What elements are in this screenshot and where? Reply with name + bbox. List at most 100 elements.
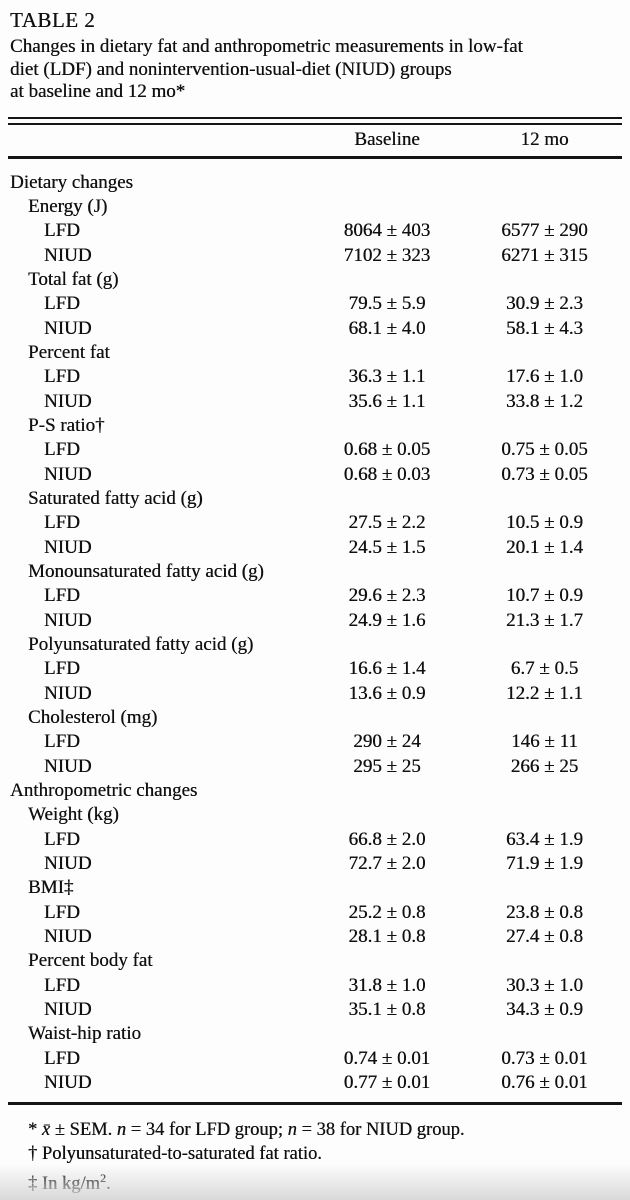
table-row: LFD 31.8 ± 1.0 30.3 ± 1.0 bbox=[8, 974, 622, 998]
table-number-label: TABLE 2 bbox=[10, 8, 96, 32]
rule-line bbox=[8, 122, 622, 125]
row-label: Saturated fatty acid (g) bbox=[28, 488, 203, 510]
row-12mo-value bbox=[467, 268, 622, 292]
row-baseline-value: 0.68 ± 0.03 bbox=[343, 463, 431, 485]
row-label: Waist-hip ratio bbox=[28, 1023, 141, 1045]
table-row: LFD 8064 ± 403 6577 ± 290 bbox=[8, 219, 622, 243]
row-baseline-value bbox=[307, 633, 467, 657]
row-baseline-value: 72.7 ± 2.0 bbox=[348, 852, 426, 874]
row-12mo-value: 20.1 ± 1.4 bbox=[506, 536, 583, 558]
row-12mo-value bbox=[467, 779, 622, 803]
row-12mo-value bbox=[467, 876, 622, 900]
row-label: Anthropometric changes bbox=[10, 779, 198, 801]
row-baseline-value: 0.77 ± 0.01 bbox=[343, 1071, 431, 1093]
row-label: Cholesterol (mg) bbox=[28, 707, 158, 728]
row-baseline-value bbox=[307, 268, 467, 292]
row-label: LFD bbox=[44, 366, 80, 388]
table-row: LFD 25.2 ± 0.8 23.8 ± 0.8 bbox=[8, 901, 622, 925]
table-row: LFD 27.5 ± 2.2 10.5 ± 0.9 bbox=[8, 511, 622, 535]
footnote-line: ‡ In kg/m2. bbox=[28, 1171, 111, 1195]
row-baseline-value: 66.8 ± 2.0 bbox=[348, 828, 426, 850]
footnote-line: * x̄ ± SEM. n = 34 for LFD group; n = 38… bbox=[28, 1120, 465, 1141]
row-12mo-value: 10.5 ± 0.9 bbox=[506, 512, 583, 534]
row-12mo-value: 27.4 ± 0.8 bbox=[506, 925, 583, 947]
row-label: NIUD bbox=[44, 852, 92, 874]
row-label: NIUD bbox=[44, 536, 92, 558]
row-baseline-value bbox=[307, 706, 467, 730]
row-12mo-value: 6271 ± 315 bbox=[501, 244, 588, 266]
table-row: LFD 0.74 ± 0.01 0.73 ± 0.01 bbox=[8, 1047, 622, 1071]
table-row: LFD 79.5 ± 5.9 30.9 ± 2.3 bbox=[8, 292, 622, 316]
row-12mo-value bbox=[467, 560, 622, 584]
row-12mo-value bbox=[467, 1022, 622, 1046]
table-row: NIUD 13.6 ± 0.9 12.2 ± 1.1 bbox=[8, 682, 622, 706]
row-baseline-value bbox=[307, 1022, 467, 1046]
row-baseline-value: 290 ± 24 bbox=[353, 731, 421, 753]
table-row: P-S ratio† bbox=[8, 414, 622, 438]
row-label: NIUD bbox=[44, 682, 92, 704]
row-baseline-value bbox=[307, 414, 467, 438]
row-label: LFD bbox=[44, 974, 80, 996]
row-label: Percent fat bbox=[28, 342, 110, 364]
row-baseline-value bbox=[307, 171, 467, 195]
row-baseline-value: 16.6 ± 1.4 bbox=[348, 658, 426, 680]
row-label: Dietary changes bbox=[10, 171, 133, 193]
row-label: NIUD bbox=[44, 925, 92, 947]
table-row: Polyunsaturated fatty acid (g) bbox=[8, 633, 622, 657]
row-baseline-value bbox=[307, 487, 467, 511]
row-baseline-value: 31.8 ± 1.0 bbox=[348, 974, 426, 996]
row-12mo-value bbox=[467, 949, 622, 973]
row-baseline-value: 79.5 ± 5.9 bbox=[348, 293, 426, 315]
row-12mo-value bbox=[467, 195, 622, 219]
row-baseline-value bbox=[307, 803, 467, 827]
table-row: Cholesterol (mg) bbox=[8, 706, 622, 730]
row-baseline-value: 28.1 ± 0.8 bbox=[348, 925, 426, 947]
row-baseline-value: 35.1 ± 0.8 bbox=[348, 998, 426, 1020]
table-row: NIUD 35.6 ± 1.1 33.8 ± 1.2 bbox=[8, 390, 622, 414]
row-12mo-value bbox=[467, 487, 622, 511]
table-row: NIUD 24.5 ± 1.5 20.1 ± 1.4 bbox=[8, 536, 622, 560]
row-label: NIUD bbox=[44, 390, 92, 412]
table-row: Monounsaturated fatty acid (g) bbox=[8, 560, 622, 584]
table-row: Percent body fat bbox=[8, 949, 622, 973]
table-body: Dietary changes Energy (J) LFD 8064 ± 40… bbox=[8, 159, 622, 1102]
table-row: BMI‡ bbox=[8, 876, 622, 900]
row-baseline-value: 25.2 ± 0.8 bbox=[348, 901, 426, 923]
row-label: Weight (kg) bbox=[28, 804, 119, 826]
row-label: Total fat (g) bbox=[28, 269, 119, 291]
row-12mo-value: 0.76 ± 0.01 bbox=[501, 1071, 588, 1093]
row-12mo-value: 6577 ± 290 bbox=[501, 220, 588, 242]
row-label: LFD bbox=[44, 1047, 80, 1069]
table-row: Saturated fatty acid (g) bbox=[8, 487, 622, 511]
table-row: NIUD 35.1 ± 0.8 34.3 ± 0.9 bbox=[8, 998, 622, 1022]
column-header-row: Baseline 12 mo bbox=[8, 125, 622, 156]
table-row: LFD 0.68 ± 0.05 0.75 ± 0.05 bbox=[8, 438, 622, 462]
caption-line: Changes in dietary fat and anthropometri… bbox=[10, 36, 523, 57]
row-label: NIUD bbox=[44, 1071, 92, 1093]
row-12mo-value: 23.8 ± 0.8 bbox=[506, 901, 583, 923]
column-header-baseline: Baseline bbox=[354, 129, 420, 151]
row-label: NIUD bbox=[44, 317, 92, 339]
row-label: NIUD bbox=[44, 998, 92, 1020]
row-12mo-value: 0.73 ± 0.05 bbox=[501, 463, 588, 485]
table-row: NIUD 24.9 ± 1.6 21.3 ± 1.7 bbox=[8, 609, 622, 633]
table-bottom-rule bbox=[8, 1102, 622, 1106]
row-label: LFD bbox=[44, 220, 80, 242]
row-12mo-value: 0.75 ± 0.05 bbox=[501, 439, 588, 461]
row-baseline-value: 29.6 ± 2.3 bbox=[348, 585, 426, 607]
row-12mo-value bbox=[467, 803, 622, 827]
row-label: NIUD bbox=[44, 609, 92, 631]
table-top-double-rule bbox=[8, 116, 622, 125]
row-baseline-value bbox=[307, 341, 467, 365]
footnote-line: † Polyunsaturated-to-saturated fat ratio… bbox=[28, 1144, 322, 1165]
row-12mo-value bbox=[467, 633, 622, 657]
table-row: Dietary changes bbox=[8, 171, 622, 195]
row-12mo-value: 21.3 ± 1.7 bbox=[506, 609, 583, 631]
row-baseline-value: 24.9 ± 1.6 bbox=[348, 609, 426, 631]
row-baseline-value: 295 ± 25 bbox=[353, 755, 421, 777]
row-label: P-S ratio† bbox=[28, 415, 105, 437]
row-label: LFD bbox=[44, 439, 80, 461]
row-12mo-value: 33.8 ± 1.2 bbox=[506, 390, 583, 412]
row-12mo-value: 266 ± 25 bbox=[510, 755, 579, 777]
